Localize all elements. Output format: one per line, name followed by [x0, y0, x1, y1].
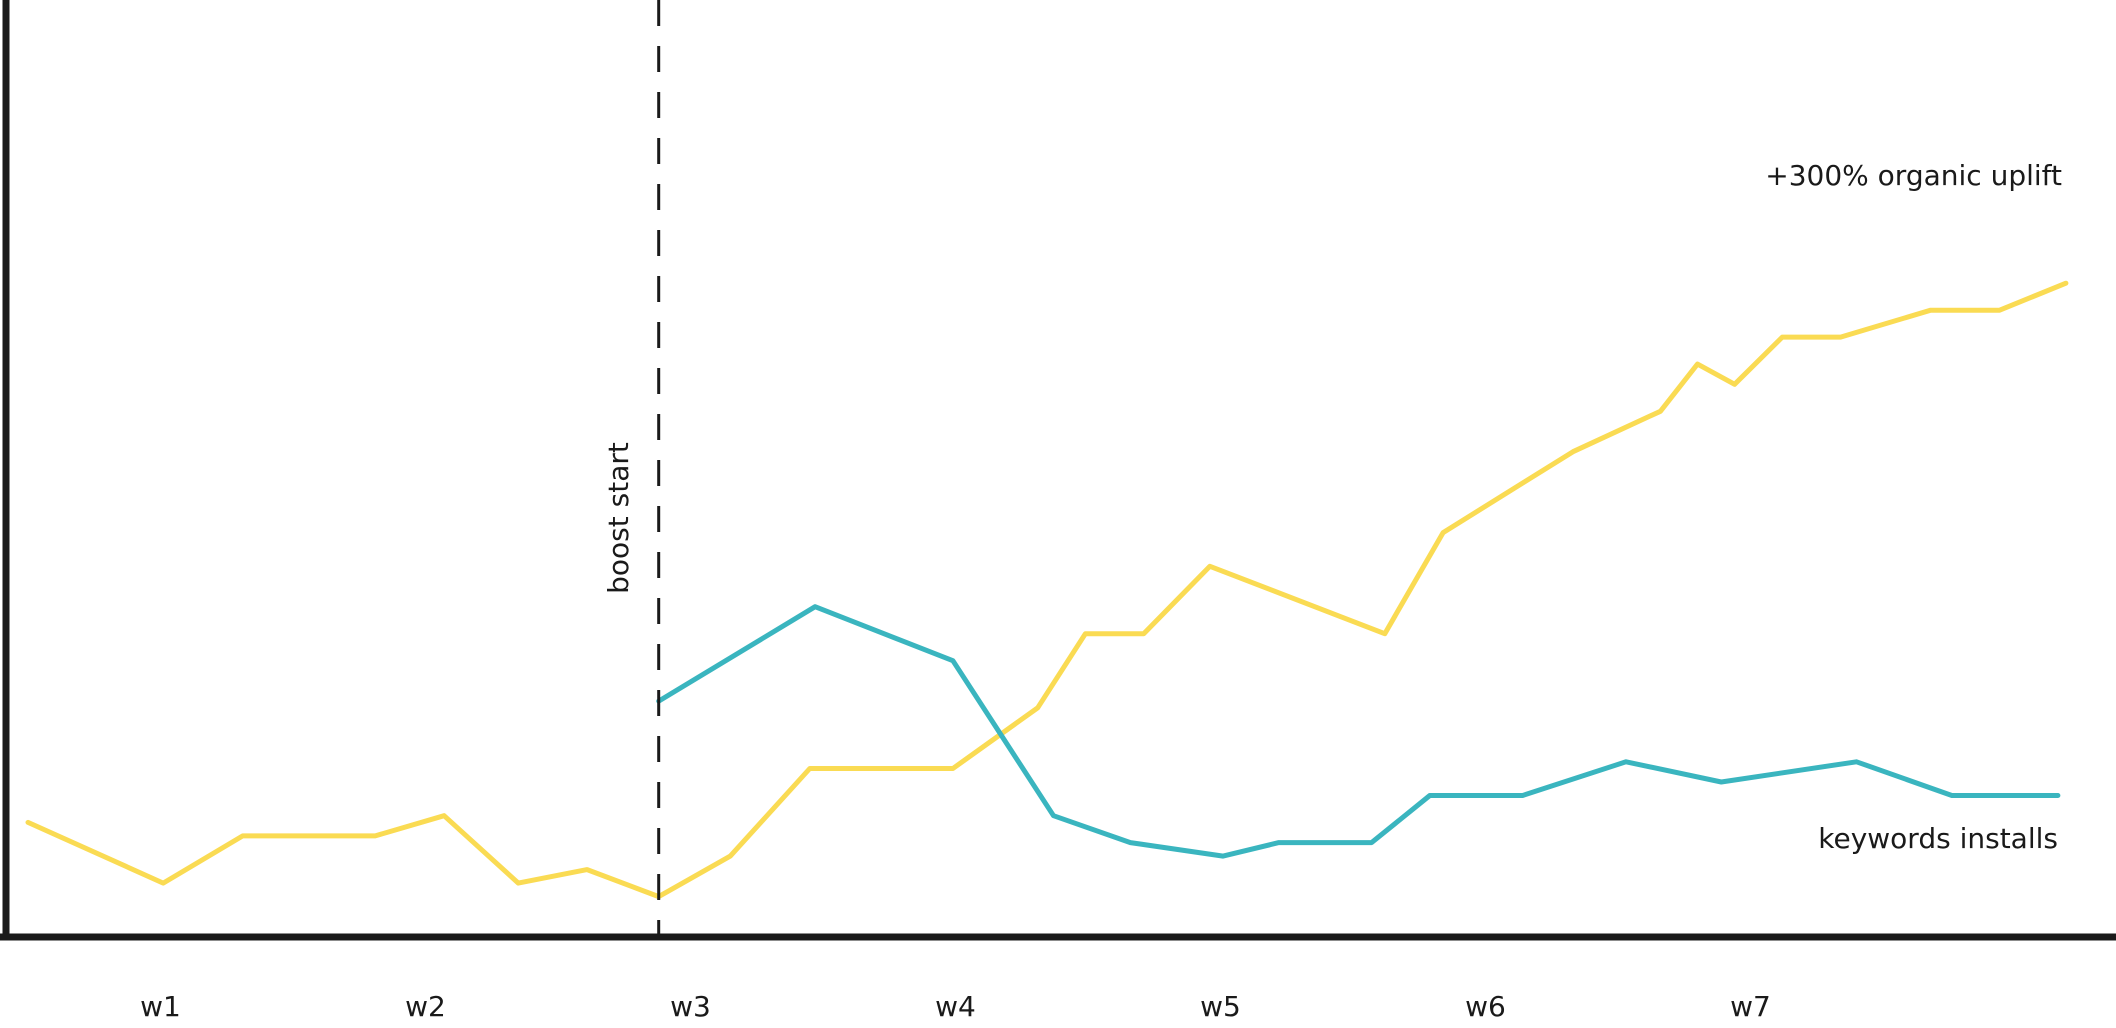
x-tick-label: w5 — [1200, 990, 1241, 1023]
x-tick-label: w2 — [405, 990, 446, 1023]
series-line-2 — [656, 604, 2061, 859]
organic-uplift-label: +300% organic uplift — [1765, 159, 2062, 192]
keywords-installs-label: keywords installs — [1818, 822, 2058, 855]
x-tick-label: w3 — [670, 990, 711, 1023]
x-tick-label: w4 — [935, 990, 976, 1023]
x-tick-label: w1 — [140, 990, 181, 1023]
series-line-1 — [25, 280, 2069, 900]
x-tick-label: w6 — [1465, 990, 1506, 1023]
x-tick-label: w7 — [1730, 990, 1771, 1023]
boost-start-label: boost start — [602, 442, 635, 594]
series-layer — [25, 280, 2069, 900]
x-tick-labels: w1 w2 w3 w4 w5 w6 w7 — [140, 990, 1771, 1023]
